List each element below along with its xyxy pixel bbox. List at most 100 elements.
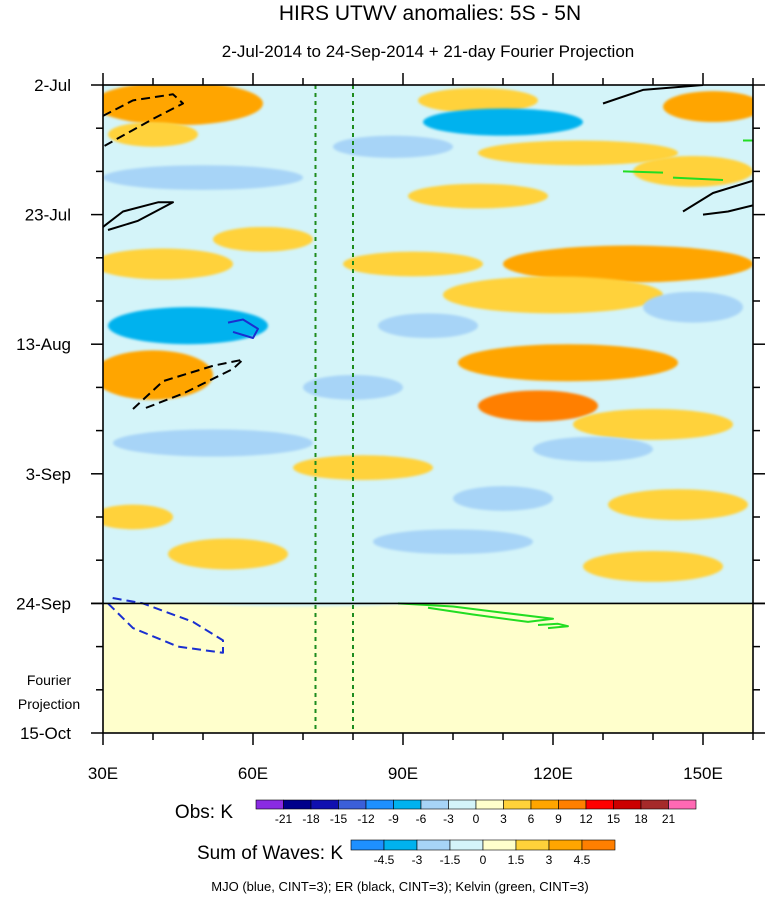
waves-swatch bbox=[350, 839, 385, 851]
obs-swatch bbox=[338, 799, 367, 810]
kelvin-contour-0 bbox=[397, 602, 554, 623]
x-tick-label: 30E bbox=[88, 764, 118, 783]
waves-level: 3 bbox=[546, 853, 553, 867]
kelvin-contour-3 bbox=[672, 176, 724, 181]
projection-label-line1: Fourier bbox=[27, 672, 72, 688]
anomaly-layer bbox=[103, 85, 753, 675]
y-tick-label: 3-Sep bbox=[26, 465, 71, 484]
obs-swatch bbox=[475, 799, 504, 810]
obs-level: 21 bbox=[662, 812, 676, 826]
waves-swatch bbox=[581, 839, 616, 851]
obs-swatch bbox=[640, 799, 669, 810]
anomaly-cell-16 bbox=[108, 307, 268, 345]
waves-swatch bbox=[482, 839, 517, 851]
obs-swatch bbox=[558, 799, 587, 810]
er-contour-0 bbox=[103, 93, 184, 148]
obs-level: -18 bbox=[302, 812, 320, 826]
waves-swatch bbox=[515, 839, 550, 851]
obs-swatch bbox=[420, 799, 449, 810]
obs-level: -15 bbox=[330, 812, 348, 826]
anomaly-cell-1 bbox=[418, 88, 538, 113]
anomaly-cell-31 bbox=[583, 550, 723, 582]
x-tick-label: 90E bbox=[388, 764, 418, 783]
waves-colorbar-labels: -4.5 -3 -1.5 0 1.5 3 4.5 bbox=[374, 853, 591, 867]
axis-ticks bbox=[91, 73, 765, 745]
anomaly-cell-0 bbox=[103, 85, 263, 126]
anomaly-cell-14 bbox=[443, 276, 663, 314]
kelvin-contour-1 bbox=[537, 622, 569, 630]
er-contour-1 bbox=[103, 201, 174, 231]
waves-swatch bbox=[548, 839, 583, 851]
anomaly-cell-21 bbox=[303, 375, 403, 400]
obs-level: -21 bbox=[275, 812, 293, 826]
waves-level: 4.5 bbox=[574, 853, 591, 867]
y-tick-label: 15-Oct bbox=[20, 724, 71, 743]
heatmap-plot-area bbox=[91, 84, 765, 734]
obs-level: -3 bbox=[443, 812, 454, 826]
obs-swatch bbox=[255, 799, 284, 810]
anomaly-cell-24 bbox=[533, 436, 653, 462]
anomaly-cell-26 bbox=[453, 486, 553, 511]
anomaly-cell-2 bbox=[663, 91, 753, 123]
anomaly-cell-22 bbox=[573, 409, 733, 440]
x-axis-labels: 30E 60E 90E 120E 150E bbox=[88, 764, 723, 783]
waves-level: 1.5 bbox=[508, 853, 525, 867]
obs-swatch bbox=[310, 799, 339, 810]
obs-colorbar bbox=[255, 799, 697, 810]
obs-level: 18 bbox=[634, 812, 648, 826]
obs-swatch bbox=[365, 799, 394, 810]
waves-level: 0 bbox=[480, 853, 487, 867]
anomaly-cell-15 bbox=[643, 291, 743, 323]
waves-level: -1.5 bbox=[440, 853, 461, 867]
obs-swatch bbox=[393, 799, 422, 810]
y-tick-label: 23-Jul bbox=[25, 206, 71, 225]
projection-label-line2: Projection bbox=[18, 696, 80, 712]
y-axis-labels: 2-Jul 23-Jul 13-Aug 3-Sep 24-Sep 15-Oct bbox=[16, 76, 71, 743]
chart-subtitle: 2-Jul-2014 to 24-Sep-2014 + 21-day Fouri… bbox=[222, 42, 635, 61]
waves-swatch bbox=[416, 839, 451, 851]
wave-contours bbox=[103, 85, 753, 654]
y-tick-label: 2-Jul bbox=[34, 76, 71, 95]
obs-level: -12 bbox=[357, 812, 375, 826]
waves-swatch bbox=[449, 839, 484, 851]
obs-legend: Obs: K -21 -18 -15 -12 -9 -6 -3 0 3 6 9 12 15 18 21 bbox=[175, 799, 697, 826]
obs-swatch bbox=[448, 799, 477, 810]
obs-level: 12 bbox=[579, 812, 593, 826]
waves-level: -3 bbox=[412, 853, 423, 867]
obs-level: -9 bbox=[388, 812, 399, 826]
obs-swatch bbox=[530, 799, 559, 810]
anomaly-cell-5 bbox=[478, 140, 678, 166]
anomaly-cell-33 bbox=[123, 643, 263, 675]
anomaly-cell-10 bbox=[213, 226, 313, 252]
chart-title: HIRS UTWV anomalies: 5S - 5N bbox=[279, 2, 581, 25]
x-tick-label: 120E bbox=[533, 764, 573, 783]
obs-swatch bbox=[283, 799, 312, 810]
anomaly-cell-25 bbox=[293, 455, 433, 480]
obs-swatch bbox=[585, 799, 614, 810]
plot-frame bbox=[102, 84, 754, 734]
anomaly-cell-30 bbox=[373, 529, 533, 555]
waves-legend-label: Sum of Waves: K bbox=[197, 843, 343, 864]
obs-swatch bbox=[503, 799, 532, 810]
x-tick-label: 150E bbox=[683, 764, 723, 783]
anomaly-cell-12 bbox=[503, 245, 753, 283]
anomaly-cell-4 bbox=[108, 122, 198, 147]
anomaly-cell-19 bbox=[458, 344, 678, 382]
anomaly-cell-28 bbox=[103, 504, 173, 530]
er-contour-5 bbox=[702, 204, 753, 216]
mjo-contour-1 bbox=[107, 596, 224, 654]
obs-level: 6 bbox=[528, 812, 535, 826]
anomaly-cell-27 bbox=[608, 489, 748, 521]
obs-colorbar-labels: -21 -18 -15 -12 -9 -6 -3 0 3 6 9 12 15 18 21 bbox=[275, 812, 676, 826]
obs-swatch bbox=[613, 799, 642, 810]
anomaly-cell-11 bbox=[103, 248, 233, 280]
waves-level: -4.5 bbox=[374, 853, 395, 867]
anomaly-cell-20 bbox=[478, 390, 598, 422]
reference-lines bbox=[314, 85, 354, 733]
anomaly-cell-17 bbox=[378, 313, 478, 339]
anomaly-cell-9 bbox=[408, 183, 548, 209]
anomaly-cell-8 bbox=[103, 165, 303, 190]
obs-level: 15 bbox=[607, 812, 621, 826]
obs-level: 3 bbox=[500, 812, 507, 826]
